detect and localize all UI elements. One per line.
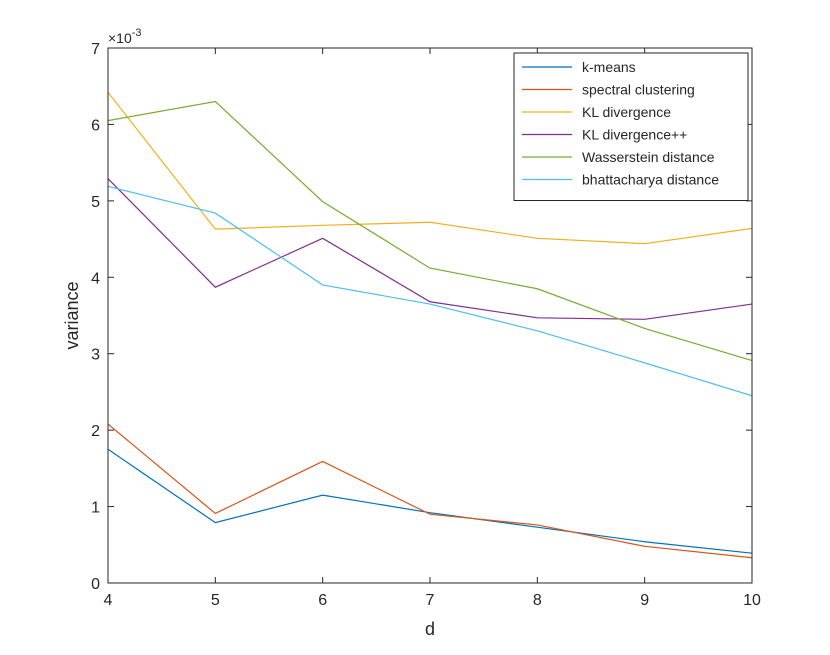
- legend: k-means spectral clustering KL divergence K…: [513, 52, 749, 201]
- legend-label: spectral clustering: [582, 82, 695, 98]
- y-axis-exponent: ×10-3: [108, 27, 142, 46]
- x-tick-label: 8: [533, 592, 542, 609]
- y-tick-label: 7: [91, 41, 100, 58]
- x-axis-label: d: [425, 619, 435, 639]
- y-tick-label: 2: [91, 423, 100, 440]
- y-tick-label: 1: [91, 500, 100, 517]
- y-tick-label: 4: [91, 270, 100, 287]
- y-axis-label: variance: [62, 281, 82, 349]
- legend-label: bhattacharya distance: [582, 172, 719, 188]
- x-tick-label: 9: [640, 592, 649, 609]
- series-line-kl-divergence: [107, 91, 753, 245]
- legend-label: Wasserstein distance: [582, 149, 715, 165]
- axis-ticks: [107, 47, 753, 584]
- y-tick-label: 6: [91, 117, 100, 134]
- series-line-k-means: [107, 448, 753, 554]
- x-tick-label: 5: [211, 592, 220, 609]
- x-tick-label: 7: [426, 592, 435, 609]
- y-tick-label: 0: [91, 576, 100, 593]
- x-tick-label: 10: [743, 592, 761, 609]
- series-line-spectral-clustering: [107, 423, 753, 559]
- y-tick-label: 5: [91, 194, 100, 211]
- legend-label: KL divergence: [582, 104, 671, 120]
- series-line-wasserstein-distance: [107, 100, 753, 362]
- legend-label: k-means: [582, 59, 636, 75]
- x-tick-label: 6: [318, 592, 327, 609]
- plot-lines: [107, 91, 753, 559]
- y-tick-label: 3: [91, 347, 100, 364]
- tick-labels: 4 5 6 7 8 9 10 0 1 2 3 4 5 6 7: [91, 41, 761, 609]
- legend-label: KL divergence++: [582, 127, 687, 143]
- legend-box: [513, 52, 749, 201]
- series-line-bhattacharya-distance: [107, 185, 753, 397]
- series-line-kl-divergence: [107, 178, 753, 320]
- x-tick-label: 4: [104, 592, 113, 609]
